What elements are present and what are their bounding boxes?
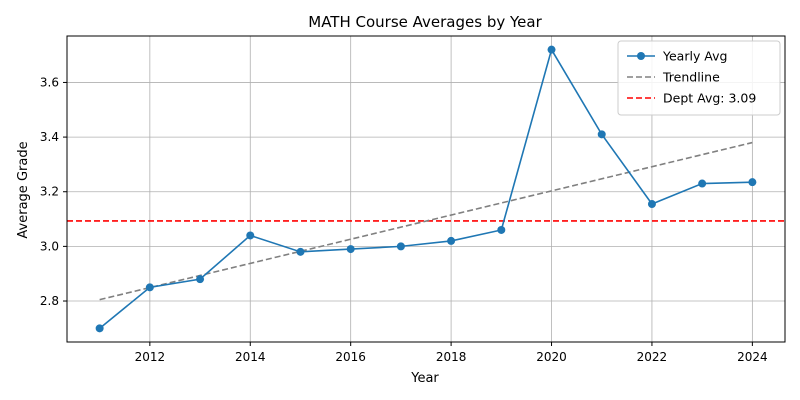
- y-tick-label: 3.4: [40, 130, 59, 144]
- x-tick-label: 2022: [637, 350, 668, 364]
- legend-box: [617, 40, 781, 116]
- yearly-avg-point: [748, 178, 757, 187]
- yearly-avg-point: [447, 236, 456, 245]
- yearly-avg-point: [346, 245, 355, 254]
- yearly-avg-point: [246, 231, 255, 240]
- yearly-avg-point: [95, 324, 104, 333]
- yearly-avg-point: [647, 200, 656, 209]
- y-axis-label: Average Grade: [16, 141, 31, 238]
- legend-trendline-label: Trendline: [662, 70, 720, 85]
- trendline: [99, 141, 753, 301]
- y-tick-label: 3.6: [40, 75, 59, 89]
- yearly-avg-point: [497, 225, 506, 234]
- x-tick-label: 2014: [235, 350, 266, 364]
- yearly-avg-point: [296, 247, 305, 256]
- x-axis-label: Year: [410, 371, 439, 386]
- x-axis-ticks: 2012 2014 2016 2018 2020 2022 2024: [135, 342, 768, 364]
- legend: Yearly Avg Trendline Dept Avg: 3.09: [617, 40, 781, 116]
- x-tick-label: 2016: [335, 350, 366, 364]
- y-tick-label: 3.0: [40, 239, 59, 253]
- yearly-avg-point: [698, 179, 707, 188]
- series-layer: [95, 45, 757, 333]
- yearly-avg-point: [145, 283, 154, 292]
- legend-yearly-avg-marker: [637, 52, 645, 60]
- x-tick-label: 2020: [536, 350, 567, 364]
- chart-title: MATH Course Averages by Year: [308, 13, 542, 31]
- x-tick-label: 2024: [737, 350, 768, 364]
- y-tick-label: 3.2: [40, 185, 59, 199]
- plot-frame: [66, 35, 786, 343]
- y-axis-ticks: 2.8 3.0 3.2 3.4 3.6: [40, 75, 67, 308]
- yearly-avg-line: [99, 47, 753, 329]
- yearly-avg-point: [597, 130, 606, 139]
- legend-yearly-avg-label: Yearly Avg: [662, 49, 727, 64]
- yearly-avg-point: [547, 45, 556, 54]
- y-tick-label: 2.8: [40, 294, 59, 308]
- x-tick-label: 2012: [135, 350, 166, 364]
- x-tick-label: 2018: [436, 350, 467, 364]
- yearly-avg-point: [396, 242, 405, 251]
- yearly-avg-point: [196, 275, 205, 284]
- legend-dept-avg-label: Dept Avg: 3.09: [663, 91, 756, 106]
